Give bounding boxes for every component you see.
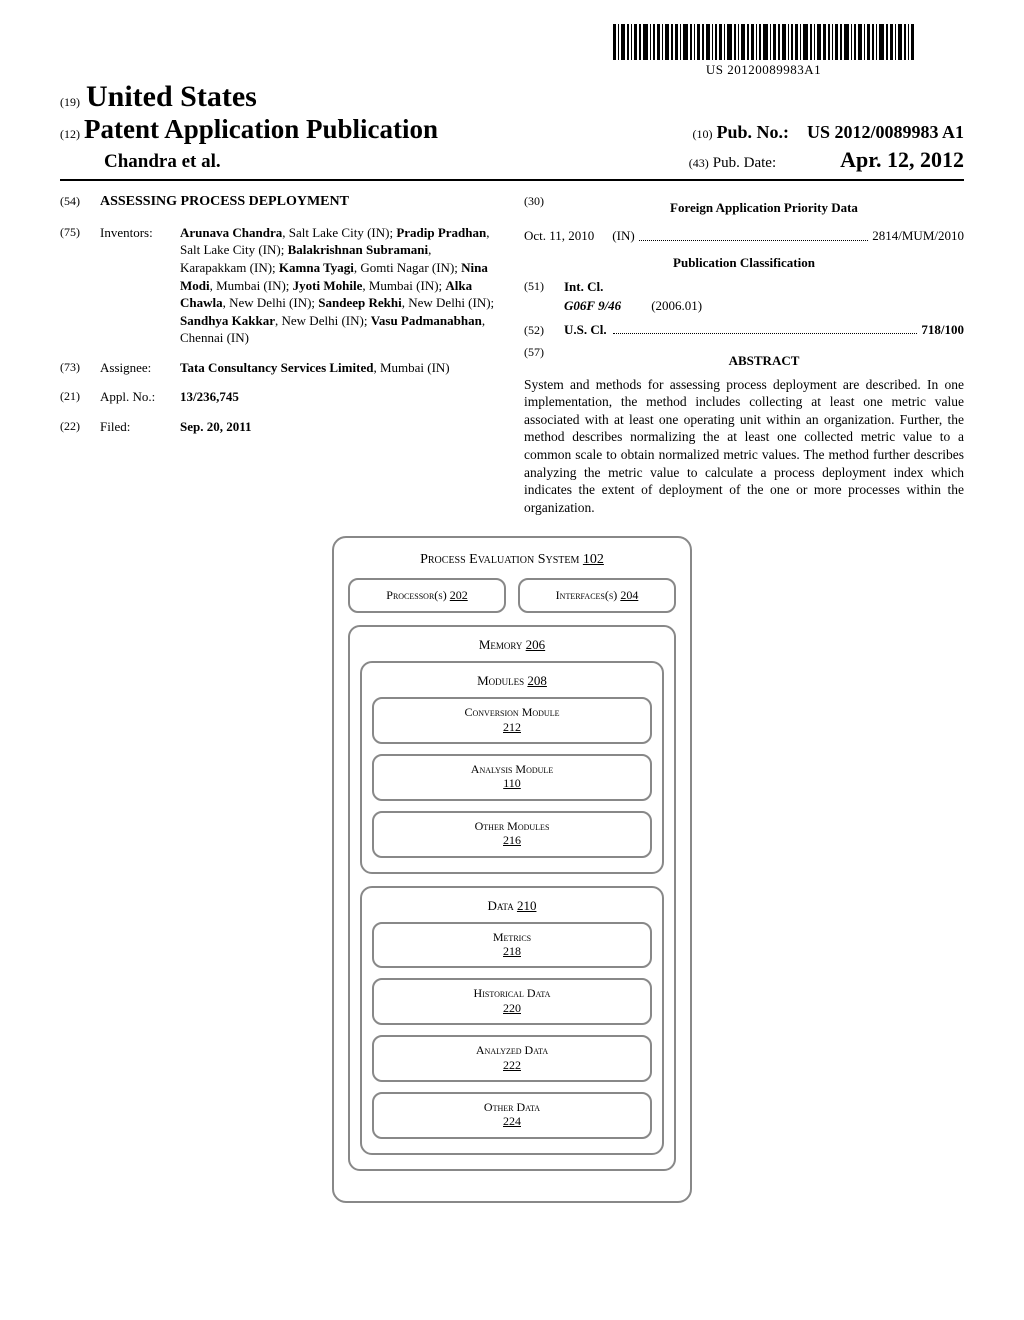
dot-leader: [639, 227, 869, 242]
code-73: (73): [60, 359, 100, 377]
pub-date-label: Pub. Date:: [713, 155, 776, 171]
code-54: (54): [60, 193, 100, 212]
data-title: Data 210: [372, 898, 652, 914]
authors: Chandra et al.: [104, 151, 221, 172]
assignee-label: Assignee:: [100, 359, 180, 377]
conversion-module: Conversion Module212: [372, 697, 652, 744]
bibliographic-data: (54) ASSESSING PROCESS DEPLOYMENT (75) I…: [60, 193, 964, 516]
modules-title: Modules 208: [372, 673, 652, 689]
historical-box: Historical Data220: [372, 978, 652, 1025]
barcode-icon: [613, 24, 914, 60]
modules-section: Modules 208 Conversion Module212 Analysi…: [360, 661, 664, 873]
applno-label: Appl. No.:: [100, 388, 180, 406]
uscl-value: 718/100: [921, 321, 964, 339]
data-section: Data 210 Metrics218 Historical Data220 A…: [360, 886, 664, 1155]
other-data-box: Other Data224: [372, 1092, 652, 1139]
memory-section: Memory 206 Modules 208 Conversion Module…: [348, 625, 676, 1170]
uscl-label: U.S. Cl.: [564, 321, 607, 339]
abstract-text: System and methods for assessing process…: [524, 376, 964, 516]
other-modules: Other Modules216: [372, 811, 652, 858]
code-30: (30): [524, 193, 564, 223]
document-header: (19) United States (12) Patent Applicati…: [60, 80, 964, 173]
code-43: (43): [689, 156, 709, 170]
code-51: (51): [524, 278, 564, 296]
applno-value: 13/236,745: [180, 389, 239, 404]
abstract-heading: ABSTRACT: [564, 352, 964, 370]
barcode-block: US 20120089983A1: [613, 24, 914, 78]
country-name: United States: [86, 80, 257, 114]
invention-title: ASSESSING PROCESS DEPLOYMENT: [100, 193, 349, 212]
foreign-number: 2814/MUM/2010: [872, 227, 964, 245]
foreign-country: (IN): [612, 227, 634, 245]
pub-no-label: Pub. No.:: [716, 122, 789, 142]
code-22: (22): [60, 418, 100, 436]
diagram-title: Process Evaluation System 102: [348, 552, 676, 568]
metrics-box: Metrics218: [372, 922, 652, 969]
code-12: (12): [60, 127, 80, 141]
memory-title: Memory 206: [360, 637, 664, 653]
right-column: (30) Foreign Application Priority Data O…: [524, 193, 964, 516]
analyzed-box: Analyzed Data222: [372, 1035, 652, 1082]
assignee-value: Tata Consultancy Services Limited, Mumba…: [180, 359, 500, 377]
code-21: (21): [60, 388, 100, 406]
code-10: (10): [692, 127, 712, 141]
code-52: (52): [524, 322, 564, 338]
dot-leader: [613, 333, 918, 334]
foreign-date: Oct. 11, 2010: [524, 227, 594, 245]
filed-value: Sep. 20, 2011: [180, 419, 252, 434]
intcl-label: Int. Cl.: [564, 279, 603, 294]
inventors-list: Arunava Chandra, Salt Lake City (IN); Pr…: [180, 224, 500, 347]
barcode-text: US 20120089983A1: [613, 62, 914, 78]
intcl-version: (2006.01): [651, 297, 702, 315]
interfaces-box: Interfaces(s) 204: [518, 578, 676, 613]
system-diagram: Process Evaluation System 102 Processor(…: [332, 536, 692, 1202]
code-75: (75): [60, 224, 100, 347]
code-57: (57): [524, 344, 564, 376]
processor-box: Processor(s) 202: [348, 578, 506, 613]
filed-label: Filed:: [100, 418, 180, 436]
pub-class-heading: Publication Classification: [524, 254, 964, 272]
publication-type: Patent Application Publication: [84, 114, 438, 144]
inventors-label: Inventors:: [100, 224, 180, 347]
pub-no: US 2012/0089983 A1: [807, 122, 964, 142]
analysis-module: Analysis Module110: [372, 754, 652, 801]
left-column: (54) ASSESSING PROCESS DEPLOYMENT (75) I…: [60, 193, 500, 516]
code-19: (19): [60, 95, 80, 110]
divider: [60, 179, 964, 181]
pub-date: Apr. 12, 2012: [840, 147, 964, 172]
intcl-class: G06F 9/46: [564, 297, 621, 315]
foreign-priority-heading: Foreign Application Priority Data: [564, 199, 964, 217]
